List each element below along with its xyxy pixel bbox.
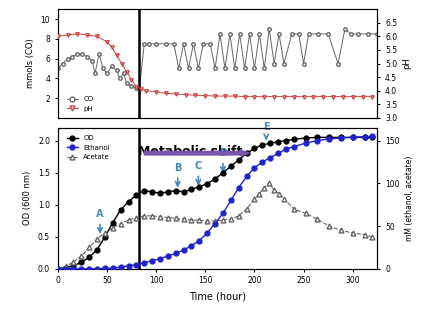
X-axis label: Time (hour): Time (hour) — [189, 291, 246, 301]
Text: A: A — [96, 209, 104, 232]
Text: Metabolic shift: Metabolic shift — [138, 145, 242, 158]
Text: D: D — [219, 148, 227, 171]
Y-axis label: mmols (CO): mmols (CO) — [26, 39, 35, 88]
FancyArrow shape — [144, 150, 250, 156]
Legend: OD, Ethanol, Acetate: OD, Ethanol, Acetate — [64, 133, 113, 163]
Text: E: E — [263, 122, 270, 139]
Text: B: B — [174, 163, 182, 186]
Y-axis label: OD (600 nm): OD (600 nm) — [24, 171, 32, 226]
Y-axis label: mM (ethanol, acetate): mM (ethanol, acetate) — [405, 156, 414, 241]
Text: C: C — [195, 161, 202, 184]
Y-axis label: pH: pH — [403, 58, 412, 70]
Legend: CO, pH: CO, pH — [64, 93, 96, 114]
